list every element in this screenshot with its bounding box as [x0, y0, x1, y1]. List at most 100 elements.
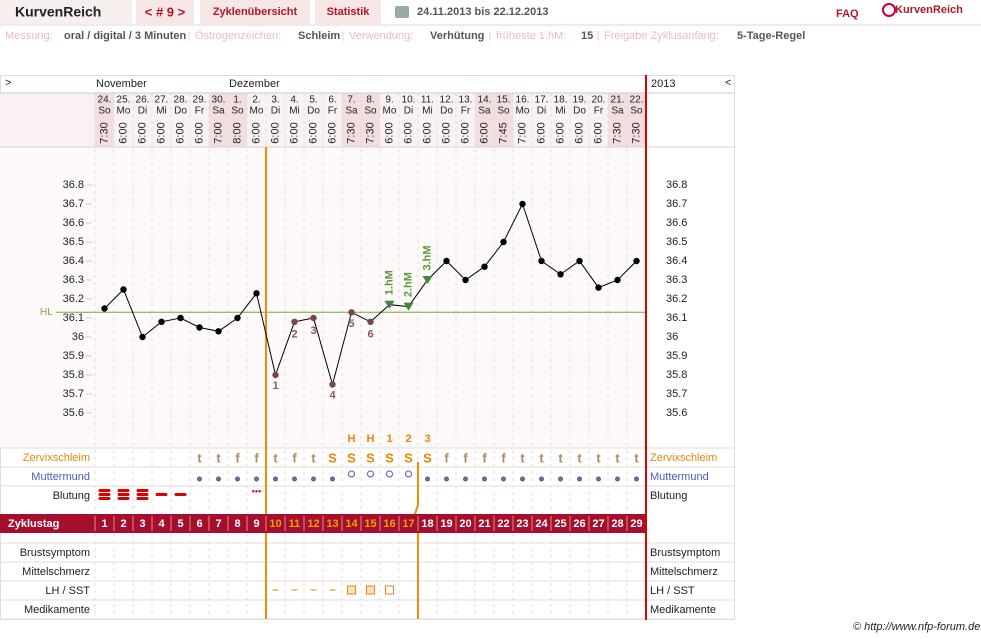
- temperature-point: [158, 318, 165, 325]
- lh-mark: [366, 585, 375, 595]
- cervix-symbol: [558, 476, 563, 482]
- bleeding-mark: [117, 497, 130, 500]
- weekday: So: [497, 106, 510, 117]
- faq[interactable]: FAQ: [836, 8, 859, 20]
- tab-label[interactable]: Zyklenübersicht: [213, 6, 298, 18]
- cycle-day: 26: [573, 518, 585, 530]
- weekday: Mo: [117, 106, 131, 117]
- temperature-point: [557, 271, 564, 278]
- peak: H: [348, 433, 356, 445]
- nav-next[interactable]: <: [725, 77, 731, 89]
- y-tick-label: 35.6: [63, 407, 84, 419]
- tab[interactable]: [200, 0, 310, 24]
- y-tick-label: 35.9: [63, 350, 84, 362]
- temperature-point: [310, 314, 317, 322]
- weekday: Di: [271, 106, 280, 117]
- temperature-point: [633, 257, 640, 265]
- mucus: t: [216, 450, 221, 465]
- cervix-symbol: [367, 470, 374, 478]
- day: 14.: [478, 95, 492, 106]
- bleeding-mark: [155, 493, 168, 496]
- day: 1.: [233, 95, 241, 106]
- cervix-symbol: [254, 476, 259, 482]
- y-tick-label: 36.2: [666, 293, 687, 305]
- time: 7:30: [345, 122, 357, 143]
- cervix-symbol: [577, 476, 582, 482]
- row-label: Blutung: [650, 490, 687, 502]
- bleeding-mark: [98, 493, 111, 496]
- info-label: Freigabe Zyklusanfang:: [604, 30, 719, 42]
- time: 6:00: [193, 122, 205, 143]
- y-tick-label: 36.1: [666, 312, 687, 324]
- mucus: t: [197, 450, 202, 465]
- weekday: Fr: [461, 106, 471, 117]
- weekday: Mo: [383, 106, 397, 117]
- temperature-point: [196, 324, 203, 331]
- cycle-day: 12: [307, 518, 319, 530]
- nav-prev[interactable]: >: [5, 77, 11, 89]
- peak: 2: [405, 433, 411, 445]
- weekday: So: [364, 106, 377, 117]
- weekday: Fr: [594, 106, 604, 117]
- bleeding-mark: [117, 493, 130, 496]
- mucus: S: [423, 450, 432, 465]
- weekday: So: [630, 106, 643, 117]
- day: 27.: [155, 95, 169, 106]
- temperature-point: [443, 257, 450, 265]
- weekday: Di: [404, 106, 413, 117]
- tab[interactable]: [136, 0, 194, 24]
- time: 6:00: [478, 122, 490, 143]
- tab[interactable]: [315, 0, 381, 24]
- temperature-point: [614, 276, 621, 284]
- temperature-point: [595, 284, 602, 291]
- temperature-point: [519, 200, 526, 208]
- tab-label[interactable]: Statistik: [327, 6, 371, 18]
- cervix-symbol: [311, 476, 316, 482]
- time: 6:00: [459, 122, 471, 143]
- print-icon[interactable]: [395, 6, 409, 18]
- row-label: Medikamente: [650, 604, 716, 616]
- day: 18.: [554, 95, 568, 106]
- point-label: 4: [329, 389, 336, 401]
- info-value: Schleim: [298, 30, 340, 42]
- temperature-point: [272, 371, 279, 379]
- brand[interactable]: KurvenReich: [895, 4, 963, 16]
- y-tick-label: 36: [666, 331, 678, 343]
- time: 6:00: [383, 122, 395, 143]
- time: 6:00: [250, 122, 262, 143]
- temperature-point: [234, 314, 241, 322]
- cervix-symbol: [425, 476, 430, 482]
- cycle-day: 3: [139, 518, 145, 530]
- weekday: Sa: [478, 106, 491, 117]
- time: 6:00: [174, 122, 186, 143]
- y-tick-label: 36.5: [666, 236, 687, 248]
- day: 2.: [252, 95, 260, 106]
- day: 10.: [402, 95, 416, 106]
- brand-icon: [882, 3, 896, 17]
- cycle-nav[interactable]: < # 9 >: [145, 4, 186, 19]
- cycle-day: 2: [120, 518, 126, 530]
- cycle-day: 7: [215, 518, 221, 530]
- mucus: t: [558, 450, 563, 465]
- y-tick-label: 36.8: [63, 179, 84, 191]
- cycle-day: 18: [421, 518, 433, 530]
- cycle-day: 14: [345, 518, 358, 530]
- month-label: November: [96, 78, 147, 90]
- y-tick-label: 36.1: [63, 312, 84, 324]
- bleeding-mark: [136, 489, 149, 492]
- cycle-day: 8: [234, 518, 240, 530]
- lh-mark: [385, 585, 394, 595]
- logo-box: [0, 0, 132, 24]
- cycle-day: 9: [253, 518, 259, 530]
- row-label: LH / SST: [650, 585, 695, 597]
- mucus: S: [385, 450, 394, 465]
- bleeding-mark: [174, 493, 187, 496]
- weekend-shade: [494, 93, 513, 147]
- weekend-shade: [627, 93, 646, 147]
- y-tick-label: 36.6: [63, 217, 84, 229]
- cycle-day: 19: [440, 518, 452, 530]
- bleeding-mark: [136, 497, 149, 500]
- temperature-point: [329, 381, 336, 388]
- point-label: 5: [348, 318, 354, 330]
